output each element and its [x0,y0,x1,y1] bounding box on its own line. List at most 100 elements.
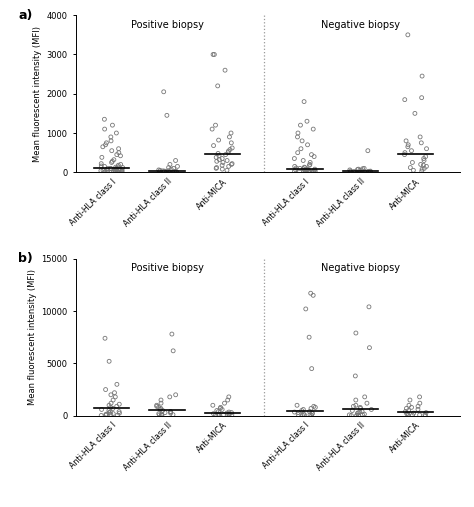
Point [115,161,122,169]
Text: Positive biopsy: Positive biopsy [130,263,203,273]
Point [220,411,228,419]
Point [417,160,425,168]
Point [303,165,310,173]
Point [367,406,375,414]
Point [112,163,119,171]
Point [311,166,319,174]
Point [406,396,414,404]
Point [306,158,314,166]
Point [301,167,309,175]
Point [346,411,353,419]
Point [101,125,109,133]
Point [153,401,161,409]
Point [304,165,311,173]
Point [356,403,364,411]
Point [113,402,120,410]
Point [107,133,115,141]
Point [214,412,222,420]
Point [300,167,308,175]
Point [113,165,120,173]
Point [301,166,309,174]
Point [358,167,366,175]
Point [155,411,163,419]
Point [115,408,123,416]
Point [409,158,416,166]
Point [300,406,307,414]
Y-axis label: Mean fluorescent intensity (MFI): Mean fluorescent intensity (MFI) [33,26,42,162]
Point [114,163,122,171]
Point [228,409,235,417]
Point [167,408,174,416]
Point [209,401,217,409]
Point [109,121,116,129]
Point [102,385,109,393]
Point [221,66,229,74]
Point [228,144,236,152]
Point [401,408,409,416]
Point [311,403,319,411]
Point [155,168,163,176]
Point [408,147,415,155]
Point [215,136,222,144]
Point [98,162,105,170]
Point [420,157,428,165]
Point [113,167,121,175]
Point [158,410,165,418]
Point [111,167,119,175]
Point [212,164,220,172]
Point [219,158,227,166]
Point [297,121,304,129]
Point [100,115,108,123]
Point [215,152,223,160]
Point [361,168,368,176]
Point [365,344,373,352]
Point [353,411,360,419]
Point [215,408,222,416]
Point [157,399,165,407]
Point [214,82,221,90]
Point [212,121,219,129]
Point [414,406,422,414]
Point [161,167,168,175]
Point [116,409,123,417]
Point [355,168,362,176]
Point [422,412,429,420]
Point [156,166,164,174]
Point [225,147,232,155]
Point [170,164,177,172]
Point [228,160,235,168]
Point [410,166,417,174]
Point [157,396,165,404]
Point [167,165,175,173]
Point [111,167,119,175]
Point [105,357,113,366]
Point [422,153,429,161]
Point [107,164,114,172]
Point [297,144,305,153]
Point [210,50,218,58]
Point [216,156,223,164]
Point [118,168,125,176]
Point [109,396,117,404]
Point [354,410,361,418]
Point [107,137,115,145]
Point [153,402,161,410]
Point [108,147,116,155]
Point [352,329,360,337]
Point [101,168,109,176]
Point [296,164,304,172]
Point [359,411,366,419]
Point [359,165,366,173]
Point [172,391,180,399]
Point [298,407,306,415]
Text: a): a) [18,9,33,22]
Point [164,167,172,175]
Point [355,165,362,173]
Point [356,408,364,416]
Point [308,411,316,419]
Point [169,411,177,419]
Y-axis label: Mean fluorescent intensity (MFI): Mean fluorescent intensity (MFI) [28,269,37,405]
Point [366,167,374,175]
Point [166,160,174,168]
Point [111,393,119,401]
